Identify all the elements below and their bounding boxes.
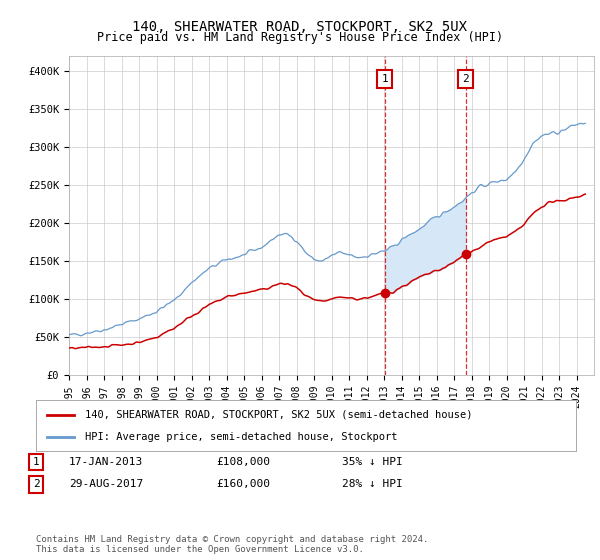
Text: 35% ↓ HPI: 35% ↓ HPI (342, 457, 403, 467)
Text: 140, SHEARWATER ROAD, STOCKPORT, SK2 5UX (semi-detached house): 140, SHEARWATER ROAD, STOCKPORT, SK2 5UX… (85, 409, 472, 419)
Text: £160,000: £160,000 (216, 479, 270, 489)
Text: 2: 2 (462, 74, 469, 84)
Text: 17-JAN-2013: 17-JAN-2013 (69, 457, 143, 467)
Text: £108,000: £108,000 (216, 457, 270, 467)
Text: 140, SHEARWATER ROAD, STOCKPORT, SK2 5UX: 140, SHEARWATER ROAD, STOCKPORT, SK2 5UX (133, 20, 467, 34)
Text: 29-AUG-2017: 29-AUG-2017 (69, 479, 143, 489)
Text: 1: 1 (32, 457, 40, 467)
Text: 2: 2 (32, 479, 40, 489)
Text: 1: 1 (382, 74, 388, 84)
Text: Contains HM Land Registry data © Crown copyright and database right 2024.
This d: Contains HM Land Registry data © Crown c… (36, 535, 428, 554)
Text: Price paid vs. HM Land Registry's House Price Index (HPI): Price paid vs. HM Land Registry's House … (97, 31, 503, 44)
Text: 28% ↓ HPI: 28% ↓ HPI (342, 479, 403, 489)
Text: HPI: Average price, semi-detached house, Stockport: HPI: Average price, semi-detached house,… (85, 432, 397, 442)
